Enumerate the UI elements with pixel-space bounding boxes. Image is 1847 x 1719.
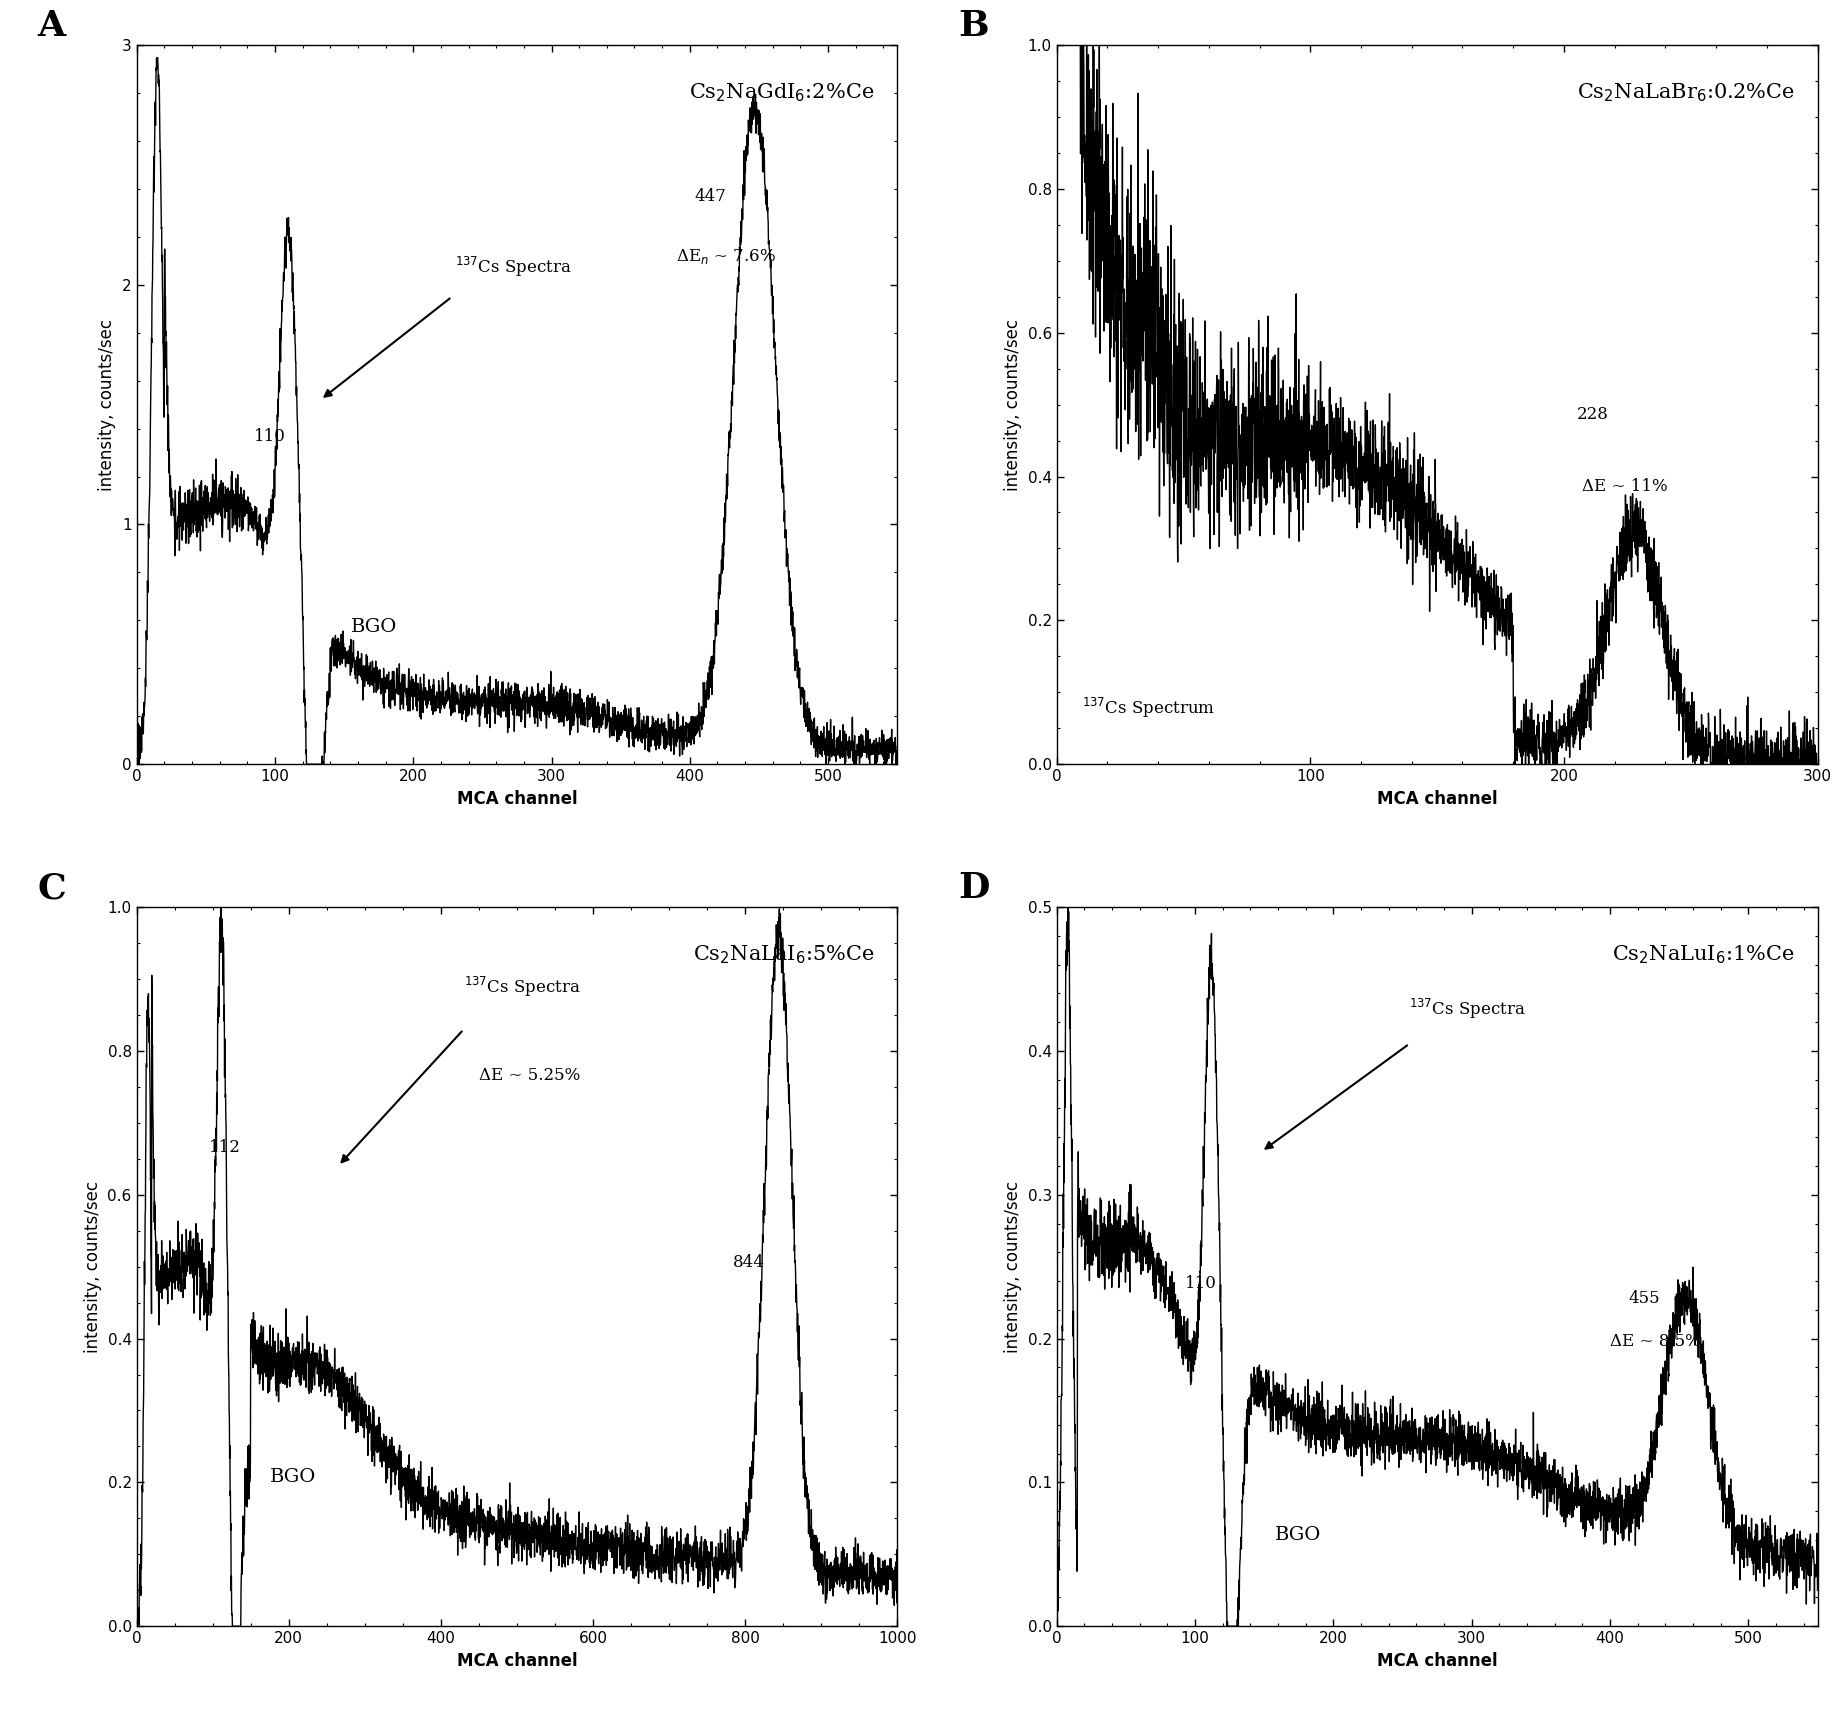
Text: ΔE ~ 11%: ΔE ~ 11%	[1581, 478, 1668, 495]
Y-axis label: intensity, counts/sec: intensity, counts/sec	[1005, 318, 1021, 490]
Text: B: B	[959, 9, 988, 43]
Text: 110: 110	[255, 428, 286, 445]
Y-axis label: intensity, counts/sec: intensity, counts/sec	[98, 318, 116, 490]
Text: ΔE ~ 5.25%: ΔE ~ 5.25%	[478, 1067, 580, 1083]
Text: Cs$_2$NaLaI$_6$:5%Ce: Cs$_2$NaLaI$_6$:5%Ce	[693, 944, 874, 966]
Text: BGO: BGO	[351, 619, 397, 636]
Text: Cs$_2$NaGdI$_6$:2%Ce: Cs$_2$NaGdI$_6$:2%Ce	[689, 81, 874, 103]
Y-axis label: intensity, counts/sec: intensity, counts/sec	[83, 1181, 102, 1353]
Y-axis label: intensity, counts/sec: intensity, counts/sec	[1005, 1181, 1021, 1353]
Text: D: D	[959, 872, 990, 906]
Text: $^{137}$Cs Spectra: $^{137}$Cs Spectra	[454, 254, 571, 278]
Text: ΔE ~ 8.5%: ΔE ~ 8.5%	[1611, 1332, 1701, 1349]
Text: BGO: BGO	[1274, 1526, 1322, 1544]
Text: $^{137}$Cs Spectra: $^{137}$Cs Spectra	[464, 975, 580, 999]
Text: 110: 110	[1186, 1275, 1217, 1293]
X-axis label: MCA channel: MCA channel	[1376, 789, 1498, 808]
Text: C: C	[37, 872, 66, 906]
Text: ΔE$_n$ ~ 7.6%: ΔE$_n$ ~ 7.6%	[676, 248, 776, 266]
Text: $^{137}$Cs Spectra: $^{137}$Cs Spectra	[1409, 997, 1526, 1021]
Text: 228: 228	[1577, 406, 1609, 423]
Text: A: A	[37, 9, 66, 43]
X-axis label: MCA channel: MCA channel	[456, 1652, 578, 1669]
Text: 455: 455	[1629, 1289, 1660, 1306]
X-axis label: MCA channel: MCA channel	[456, 789, 578, 808]
X-axis label: MCA channel: MCA channel	[1376, 1652, 1498, 1669]
Text: Cs$_2$NaLuI$_6$:1%Ce: Cs$_2$NaLuI$_6$:1%Ce	[1612, 944, 1795, 966]
Text: Cs$_2$NaLaBr$_6$:0.2%Ce: Cs$_2$NaLaBr$_6$:0.2%Ce	[1577, 81, 1795, 103]
Text: 112: 112	[209, 1138, 240, 1155]
Text: $^{137}$Cs Spectrum: $^{137}$Cs Spectrum	[1082, 696, 1215, 720]
Text: BGO: BGO	[270, 1468, 316, 1487]
Text: 844: 844	[733, 1253, 765, 1270]
Text: 447: 447	[694, 187, 726, 205]
